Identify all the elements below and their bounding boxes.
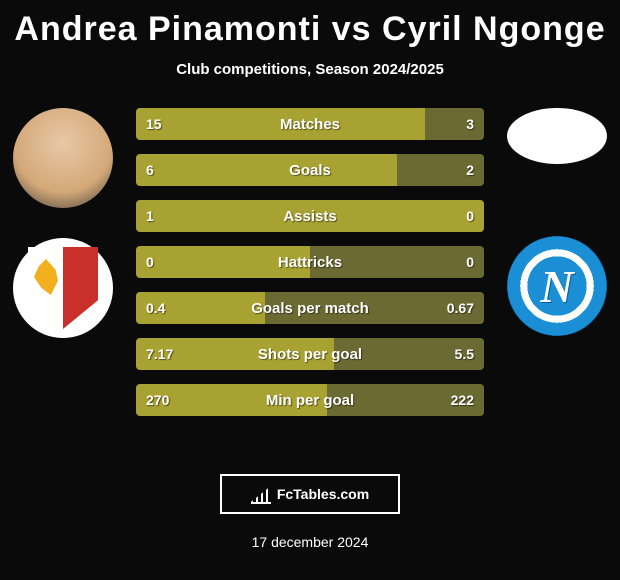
avatar-placeholder-icon [13, 108, 113, 208]
genoa-shield-icon [28, 247, 98, 329]
stat-row: 7.175.5Shots per goal [136, 338, 484, 370]
stat-row: 62Goals [136, 154, 484, 186]
fctables-logo-icon [251, 484, 271, 504]
footer-brand-text: FcTables.com [277, 486, 369, 502]
stat-row: 270222Min per goal [136, 384, 484, 416]
page-title: Andrea Pinamonti vs Cyril Ngonge [0, 0, 620, 49]
left-club-badge [13, 238, 113, 338]
stat-label: Hattricks [136, 254, 484, 271]
stat-row: 153Matches [136, 108, 484, 140]
footer-date: 17 december 2024 [0, 534, 620, 550]
right-player-column: N [502, 108, 612, 336]
page-subtitle: Club competitions, Season 2024/2025 [0, 61, 620, 78]
napoli-n-icon: N [540, 260, 573, 313]
stat-label: Goals per match [136, 300, 484, 317]
right-player-avatar [507, 108, 607, 164]
stat-label: Matches [136, 116, 484, 133]
footer-brand-badge: FcTables.com [220, 474, 400, 514]
left-player-avatar [13, 108, 113, 208]
stat-label: Shots per goal [136, 346, 484, 363]
stat-row: 00Hattricks [136, 246, 484, 278]
comparison-area: N 153Matches 62Goals 10Assists 00Hattricks 0… [0, 108, 620, 448]
left-player-column [8, 108, 118, 338]
stat-label: Goals [136, 162, 484, 179]
stat-label: Assists [136, 208, 484, 225]
right-club-badge: N [507, 236, 607, 336]
stat-row: 10Assists [136, 200, 484, 232]
stat-row: 0.40.67Goals per match [136, 292, 484, 324]
stat-label: Min per goal [136, 392, 484, 409]
stat-bars-container: 153Matches 62Goals 10Assists 00Hattricks 0.4… [136, 108, 484, 430]
